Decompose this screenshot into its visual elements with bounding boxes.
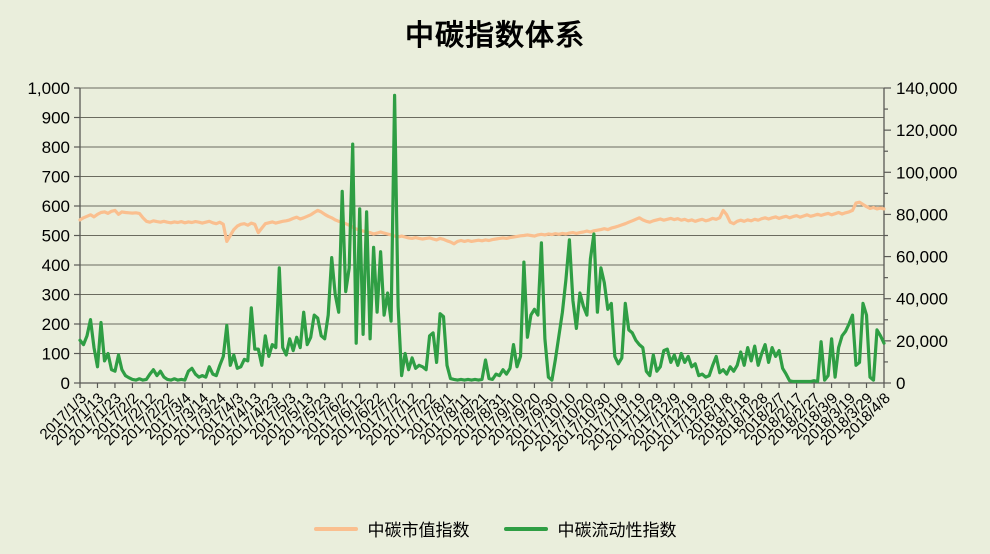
right-y-tick-label: 60,000 [896, 248, 948, 267]
legend-item-liquidity[interactable]: 中碳流动性指数 [503, 516, 677, 541]
chart-title: 中碳指数体系 [404, 18, 585, 52]
left-y-tick-label: 1,000 [27, 79, 70, 98]
left-y-tick-label: 0 [61, 374, 70, 393]
left-y-tick-label: 400 [42, 256, 70, 275]
right-y-tick-label: 20,000 [896, 332, 948, 351]
legend-label-liquidity: 中碳流动性指数 [557, 521, 677, 540]
left-y-tick-label: 300 [42, 286, 70, 305]
right-y-tick-label: 120,000 [896, 121, 957, 140]
left-y-tick-label: 600 [42, 197, 70, 216]
right-y-tick-label: 40,000 [896, 290, 948, 309]
left-y-tick-label: 500 [42, 227, 70, 246]
market-index-line [78, 200, 886, 246]
legend-item-market[interactable]: 中碳市值指数 [313, 516, 470, 541]
right-y-tick-label: 100,000 [896, 163, 957, 182]
legend-swatch-market-line [313, 526, 358, 531]
left-y-tick-label: 100 [42, 345, 70, 364]
right-y-tick-label: 80,000 [896, 205, 948, 224]
left-y-tick-label: 700 [42, 168, 70, 187]
legend-swatch-liquidity-line [503, 526, 548, 531]
left-y-tick-label: 800 [42, 138, 70, 157]
right-y-tick-label: 0 [896, 374, 905, 393]
legend-label-market: 中碳市值指数 [367, 521, 470, 540]
left-y-tick-label: 900 [42, 109, 70, 128]
left-y-tick-label: 200 [42, 315, 70, 334]
chart-legend: 中碳市值指数 中碳流动性指数 [0, 516, 990, 541]
right-y-tick-label: 140,000 [896, 79, 957, 98]
liquidity-index-line [78, 93, 886, 384]
